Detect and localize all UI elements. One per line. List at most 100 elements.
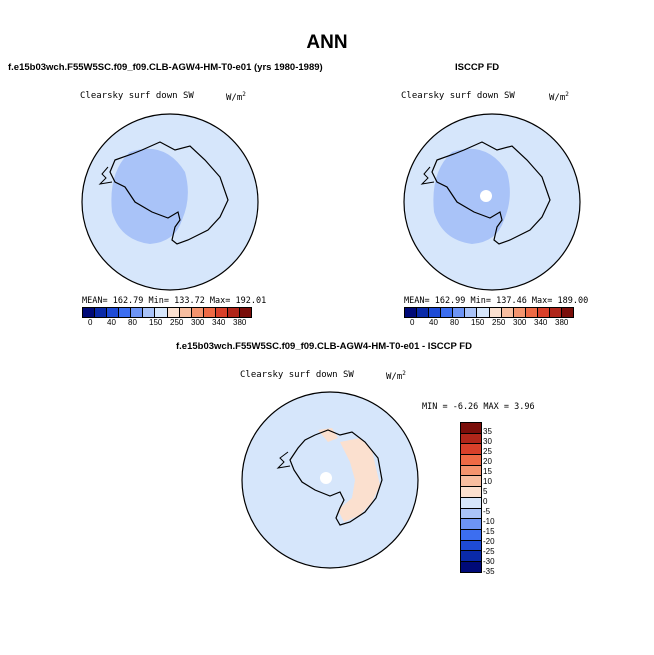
antarctica-coastline	[289, 429, 383, 526]
model-cbar-label: 80	[128, 318, 137, 327]
page-title: ANN	[306, 32, 348, 53]
obs-colorbar-swatch	[477, 308, 490, 317]
diff-colorbar-swatch	[461, 508, 481, 520]
diff-colorbar-swatch	[461, 529, 481, 541]
obs-units-label: W/m2	[549, 91, 569, 103]
obs-cbar-label: 250	[492, 318, 506, 327]
diff-colorbar	[460, 422, 482, 573]
obs-colorbar-swatch	[429, 308, 442, 317]
diff-cbar-label: 15	[483, 467, 492, 476]
diff-colorbar-swatch	[461, 433, 481, 445]
diff-cbar-label: -5	[483, 507, 491, 516]
diff-colorbar-swatch	[461, 487, 481, 498]
diff-stats: MIN = -6.26 MAX = 3.96	[422, 402, 535, 412]
diff-cbar-label: -30	[483, 557, 495, 566]
obs-variable-label: Clearsky surf down SW	[401, 91, 515, 101]
diff-cbar-label: 20	[483, 457, 492, 466]
model-colorbar-swatch	[83, 308, 96, 317]
peninsula-coastline	[420, 166, 435, 185]
diff-colorbar-swatch	[461, 561, 481, 572]
diff-panel-header: f.e15b03wch.F55W5SC.f09_f09.CLB-AGW4-HM-…	[176, 341, 472, 352]
obs-low-irradiance-region	[433, 148, 510, 244]
model-variable-label: Clearsky surf down SW	[80, 91, 194, 101]
diff-cbar-label: 30	[483, 437, 492, 446]
diff-polar-map	[241, 391, 419, 569]
model-colorbar-swatch	[107, 308, 120, 317]
diff-cbar-label: 0	[483, 497, 488, 506]
diff-cbar-label: -10	[483, 517, 495, 526]
obs-cbar-label: 0	[410, 318, 415, 327]
diff-cbar-label: -25	[483, 547, 495, 556]
obs-cbar-label: 380	[555, 318, 569, 327]
model-colorbar-swatch	[227, 308, 241, 317]
diff-cbar-label: -20	[483, 537, 495, 546]
model-cbar-label: 150	[149, 318, 163, 327]
obs-polar-map	[403, 113, 581, 291]
obs-cbar-label: 40	[429, 318, 438, 327]
model-cbar-label: 380	[233, 318, 247, 327]
polar-missing-data	[320, 472, 332, 484]
model-polar-map	[81, 113, 259, 291]
model-colorbar-swatch	[119, 308, 132, 317]
antarctica-coastline	[109, 141, 229, 245]
obs-colorbar	[404, 307, 574, 318]
polar-missing-data	[480, 190, 492, 202]
diff-cbar-label: 25	[483, 447, 492, 456]
model-cbar-label: 340	[212, 318, 226, 327]
diff-colorbar-swatch	[461, 540, 481, 552]
obs-colorbar-swatch	[465, 308, 478, 317]
diff-colorbar-swatch	[461, 551, 481, 562]
diff-positive-region	[338, 438, 380, 522]
model-colorbar-swatch	[95, 308, 108, 317]
model-colorbar-swatch	[215, 308, 228, 317]
model-colorbar-swatch	[131, 308, 144, 317]
model-stats: MEAN= 162.79 Min= 133.72 Max= 192.01	[82, 296, 267, 306]
model-cbar-label: 300	[191, 318, 205, 327]
diff-colorbar-swatch	[461, 455, 481, 466]
obs-cbar-label: 300	[513, 318, 527, 327]
model-cbar-label: 40	[107, 318, 116, 327]
diff-colorbar-swatch	[461, 444, 481, 456]
diff-cbar-label: 5	[483, 487, 488, 496]
diff-colorbar-swatch	[461, 465, 481, 477]
obs-panel-header: ISCCP FD	[455, 62, 500, 73]
diff-cbar-label: -35	[483, 567, 495, 576]
obs-colorbar-swatch	[513, 308, 526, 317]
diff-colorbar-swatch	[461, 476, 481, 488]
diff-colorbar-swatch	[461, 423, 481, 434]
model-low-irradiance-region	[111, 148, 188, 244]
diff-cbar-label: 35	[483, 427, 492, 436]
obs-colorbar-swatch	[537, 308, 550, 317]
diff-units-label: W/m2	[386, 370, 406, 382]
obs-colorbar-swatch	[405, 308, 418, 317]
obs-colorbar-swatch	[417, 308, 430, 317]
peninsula-coastline	[276, 451, 291, 469]
model-colorbar-swatch	[167, 308, 180, 317]
obs-cbar-label: 340	[534, 318, 548, 327]
diff-colorbar-swatch	[461, 497, 481, 509]
antarctica-coastline	[431, 141, 551, 245]
diff-variable-label: Clearsky surf down SW	[240, 370, 354, 380]
obs-colorbar-swatch	[562, 308, 574, 317]
obs-cbar-label: 80	[450, 318, 459, 327]
obs-colorbar-swatch	[441, 308, 454, 317]
model-colorbar-swatch	[191, 308, 204, 317]
model-colorbar-swatch	[240, 308, 252, 317]
obs-colorbar-swatch	[489, 308, 502, 317]
model-units-label: W/m2	[226, 91, 246, 103]
model-colorbar-swatch	[155, 308, 168, 317]
model-colorbar-swatch	[203, 308, 216, 317]
model-colorbar	[82, 307, 252, 318]
obs-cbar-label: 150	[471, 318, 485, 327]
diff-cbar-label: -15	[483, 527, 495, 536]
model-cbar-label: 0	[88, 318, 93, 327]
diff-colorbar-swatch	[461, 519, 481, 530]
diff-cbar-label: 10	[483, 477, 492, 486]
obs-colorbar-swatch	[549, 308, 563, 317]
peninsula-coastline	[98, 166, 113, 185]
model-panel-header: f.e15b03wch.F55W5SC.f09_f09.CLB-AGW4-HM-…	[8, 62, 323, 73]
obs-colorbar-swatch	[525, 308, 538, 317]
obs-colorbar-swatch	[453, 308, 466, 317]
model-cbar-label: 250	[170, 318, 184, 327]
model-colorbar-swatch	[179, 308, 192, 317]
